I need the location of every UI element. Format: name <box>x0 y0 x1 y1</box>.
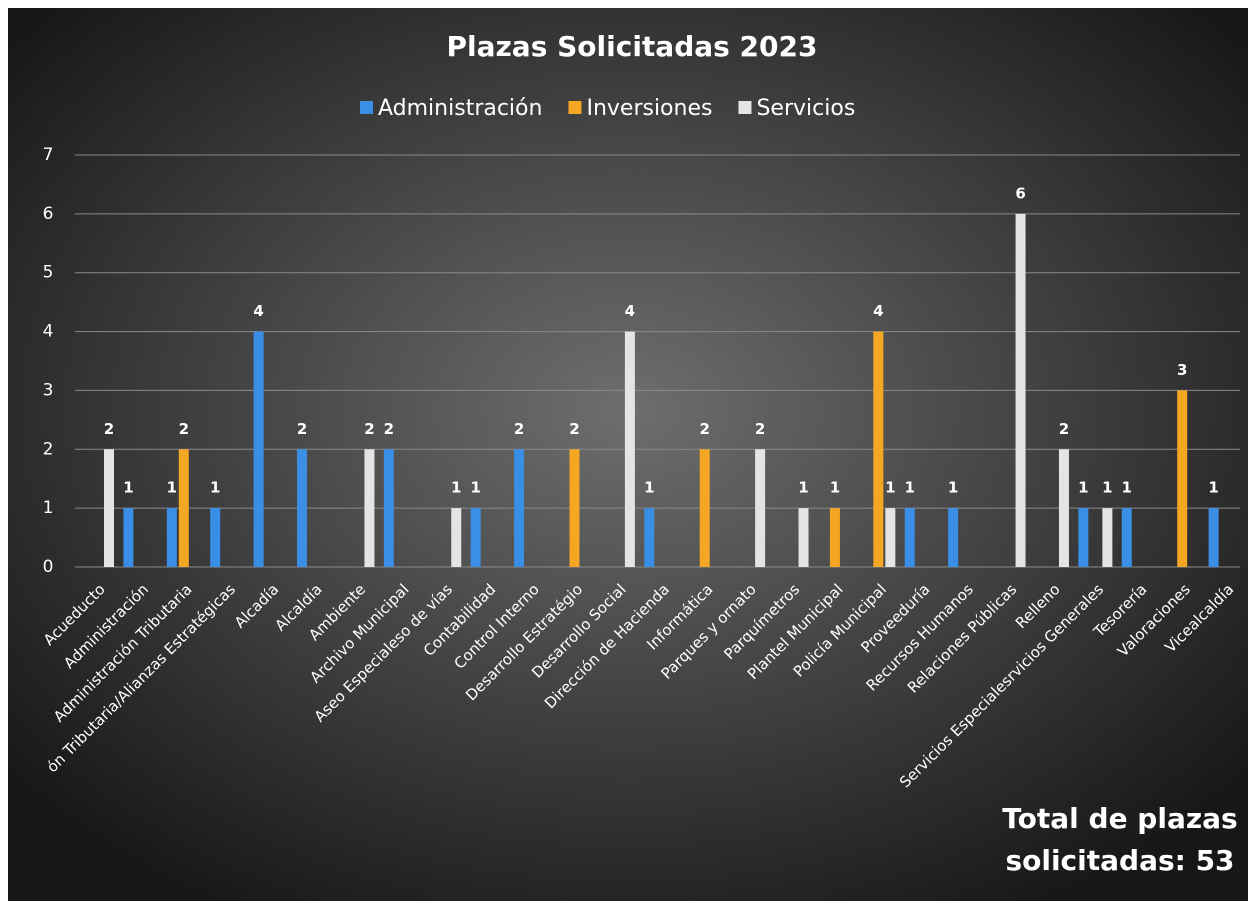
bar <box>798 508 809 567</box>
y-tick-label: 4 <box>43 322 54 342</box>
bar <box>569 449 580 567</box>
bar <box>904 508 915 567</box>
data-label: 1 <box>1122 479 1132 497</box>
data-label: 3 <box>1177 361 1187 379</box>
data-label: 2 <box>364 420 374 438</box>
legend-swatch <box>360 101 373 114</box>
data-label: 2 <box>384 420 394 438</box>
bar <box>514 449 525 567</box>
bar <box>166 508 177 567</box>
bar <box>470 508 481 567</box>
data-label: 1 <box>1208 479 1218 497</box>
legend-swatch <box>568 101 582 114</box>
bar <box>123 508 134 567</box>
bar <box>699 449 710 567</box>
data-label: 1 <box>470 479 480 497</box>
data-label: 2 <box>699 420 709 438</box>
data-label: 1 <box>210 479 220 497</box>
bar <box>451 508 462 567</box>
y-tick-label: 1 <box>43 498 54 518</box>
data-label: 2 <box>104 420 114 438</box>
y-tick-label: 7 <box>43 145 54 165</box>
y-tick-label: 0 <box>43 557 54 577</box>
y-tick-label: 6 <box>43 204 54 224</box>
bar <box>253 331 264 567</box>
data-label: 4 <box>625 302 635 320</box>
bar <box>104 449 114 567</box>
bar <box>210 508 221 567</box>
bar <box>1015 213 1026 567</box>
data-label: 4 <box>873 302 883 320</box>
bar <box>829 508 840 567</box>
data-label: 2 <box>569 420 579 438</box>
y-tick-label: 3 <box>43 380 54 400</box>
bar <box>755 449 766 567</box>
data-label: 1 <box>644 479 654 497</box>
data-label: 1 <box>905 479 915 497</box>
data-label: 1 <box>167 479 177 497</box>
data-label: 2 <box>1059 420 1069 438</box>
legend-label: Inversiones <box>586 96 712 121</box>
bar <box>1078 508 1089 567</box>
bar <box>1177 390 1188 567</box>
bar <box>364 449 375 567</box>
bar <box>178 449 189 567</box>
bar <box>885 508 896 567</box>
data-label: 1 <box>123 479 133 497</box>
bar <box>644 508 655 567</box>
bar <box>1102 508 1113 567</box>
annotation: solicitadas: 53 <box>1005 844 1234 877</box>
data-label: 1 <box>451 479 461 497</box>
data-label: 2 <box>755 420 765 438</box>
y-tick-label: 2 <box>43 439 54 459</box>
data-label: 1 <box>830 479 840 497</box>
legend-label: Servicios <box>756 96 855 121</box>
data-label: 4 <box>253 302 263 320</box>
data-label: 6 <box>1015 184 1025 202</box>
annotation: Total de plazas <box>1002 802 1237 835</box>
bar <box>1208 508 1219 567</box>
data-label: 1 <box>798 479 808 497</box>
chart-title: Plazas Solicitadas 2023 <box>447 30 818 63</box>
legend-label: Administración <box>378 96 542 121</box>
bar <box>873 331 884 567</box>
y-tick-label: 5 <box>43 263 54 283</box>
bar <box>297 449 308 567</box>
data-label: 1 <box>948 479 958 497</box>
data-label: 2 <box>514 420 524 438</box>
bar <box>383 449 394 567</box>
data-label: 1 <box>1102 479 1112 497</box>
bar <box>1121 508 1132 567</box>
data-label: 2 <box>179 420 189 438</box>
legend-swatch <box>738 101 752 114</box>
bar <box>948 508 959 567</box>
data-label: 2 <box>297 420 307 438</box>
bar <box>1058 449 1069 567</box>
data-label: 1 <box>885 479 895 497</box>
bar <box>624 331 635 567</box>
data-label: 1 <box>1078 479 1088 497</box>
